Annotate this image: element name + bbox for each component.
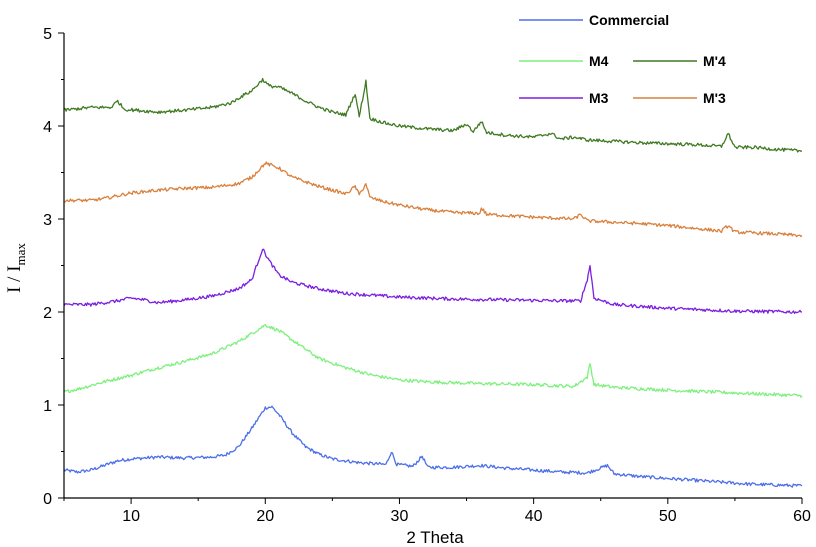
plot-area [63,77,803,488]
legend-label: M3 [589,90,609,106]
series-line-1 [63,324,803,398]
y-tick-label: 4 [43,119,52,136]
x-tick-label: 50 [659,508,677,525]
x-tick-label: 10 [122,508,140,525]
series-line-2 [63,248,803,315]
legend-label: M4 [589,53,609,69]
series-line-4 [63,77,803,153]
x-tick-label: 40 [525,508,543,525]
y-axis-title-subscript: max [13,243,28,266]
x-axis-title: 2 Theta [406,528,464,547]
x-axis: 10 20 30 40 50 60 [63,497,811,525]
series-line-0 [63,405,803,488]
series-line-3 [63,161,803,238]
x-tick-label: 30 [391,508,409,525]
y-axis: 0 1 2 3 4 5 [43,26,65,508]
legend-label: M'3 [703,90,726,106]
y-tick-label: 0 [43,491,52,508]
x-tick-label: 60 [793,508,811,525]
y-axis-title-main: I / I [4,265,25,292]
x-tick-label: 20 [256,508,274,525]
legend-label: Commercial [589,12,669,28]
y-axis-title: I / Imax [4,243,28,293]
legend-label: M'4 [703,53,726,69]
y-tick-label: 3 [43,212,52,229]
y-tick-label: 5 [43,26,52,43]
y-tick-label: 1 [43,398,52,415]
y-tick-label: 2 [43,305,52,322]
legend: Commercial M4 M'4 M3 M'3 [519,12,726,106]
